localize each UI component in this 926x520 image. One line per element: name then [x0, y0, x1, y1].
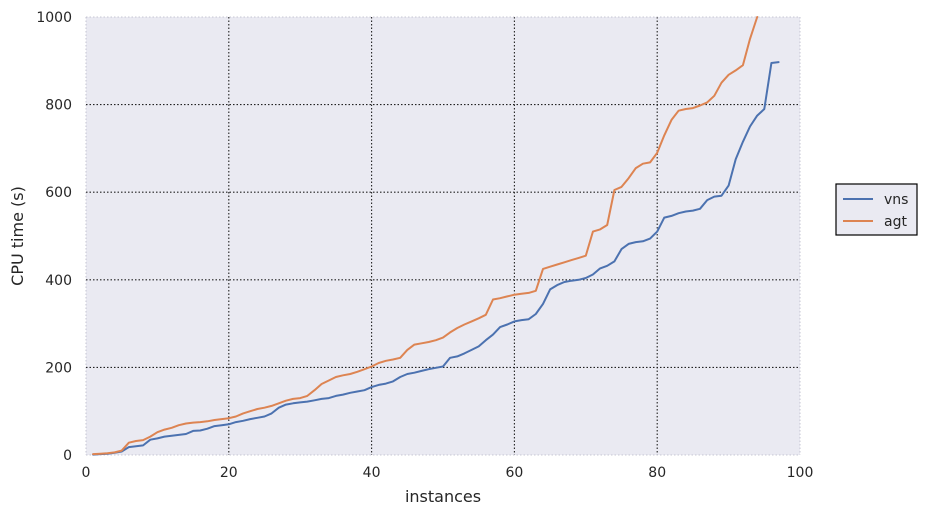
- x-tick-label: 80: [648, 465, 666, 481]
- series-lines: [92, 16, 780, 456]
- legend-label-agt: agt: [884, 214, 907, 230]
- x-tick-label: 100: [787, 465, 814, 481]
- y-tick-label: 400: [45, 273, 72, 289]
- x-tick-label: 40: [363, 465, 381, 481]
- y-tick-label: 0: [63, 448, 72, 464]
- y-tick-label: 600: [45, 185, 72, 201]
- x-axis-label: instances: [405, 487, 481, 506]
- plot-background: [86, 17, 800, 455]
- y-tick-label: 800: [45, 98, 72, 114]
- legend-label-vns: vns: [884, 192, 908, 208]
- grid-lines: [85, 16, 801, 456]
- series-line-agt: [92, 16, 759, 456]
- legend-box: [835, 183, 918, 236]
- legend: vns agt: [835, 183, 918, 236]
- x-tick-label: 0: [82, 465, 91, 481]
- y-tick-label: 200: [45, 360, 72, 376]
- x-tick-label: 60: [505, 465, 523, 481]
- y-axis-label: CPU time (s): [8, 186, 27, 286]
- series-line-vns: [92, 61, 780, 456]
- y-tick-label: 1000: [36, 10, 72, 26]
- x-tick-label: 20: [220, 465, 238, 481]
